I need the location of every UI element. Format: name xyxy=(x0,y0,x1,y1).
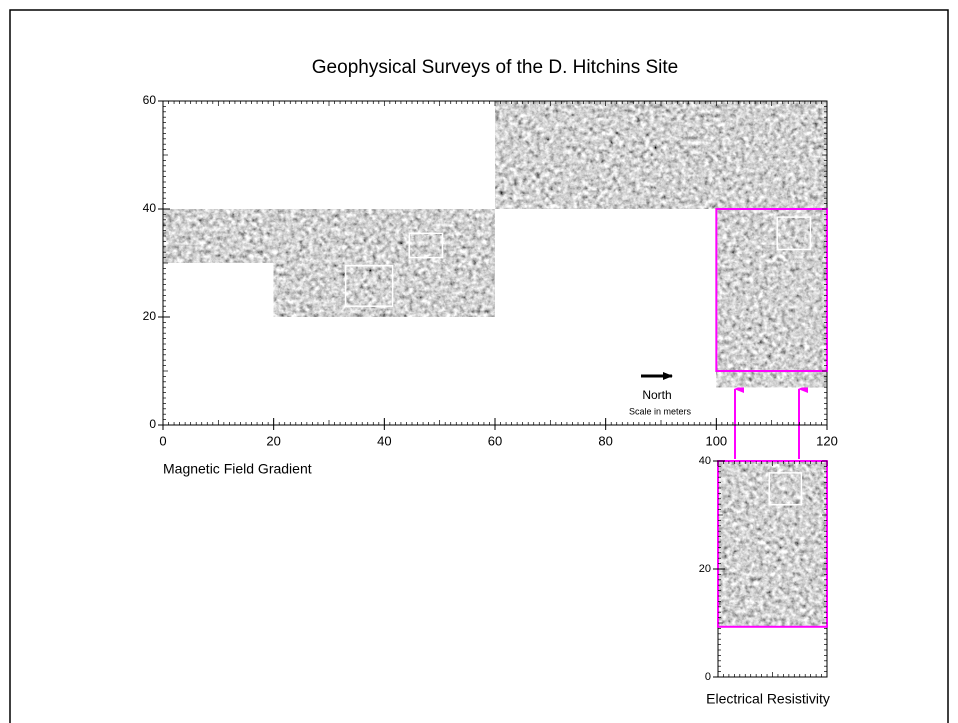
annotation: North xyxy=(642,388,671,402)
y-tick-label: 20 xyxy=(699,563,711,575)
annotation: Scale in meters xyxy=(629,406,692,416)
y-tick-label: 20 xyxy=(143,309,157,323)
x-tick-label: 80 xyxy=(598,433,612,448)
frame xyxy=(9,9,949,723)
x-tick-label: 60 xyxy=(488,433,502,448)
survey-raster xyxy=(716,209,827,388)
y-tick-label: 0 xyxy=(149,417,156,431)
y-tick-label: 60 xyxy=(143,93,157,107)
x-tick-label: 20 xyxy=(266,433,280,448)
x-tick-label: 40 xyxy=(377,433,391,448)
x-tick-label: 120 xyxy=(816,433,838,448)
y-tick-label: 40 xyxy=(699,455,711,467)
survey-raster xyxy=(718,461,827,627)
survey-raster xyxy=(273,209,495,317)
feature-box xyxy=(344,264,394,307)
feature-box xyxy=(768,472,803,506)
y-tick-label: 0 xyxy=(705,671,711,683)
x-axis-label: Electrical Resistivity xyxy=(706,691,830,707)
feature-box xyxy=(776,216,812,251)
survey-raster xyxy=(495,101,827,209)
y-tick-label: 40 xyxy=(143,201,157,215)
survey-raster xyxy=(163,209,274,263)
x-tick-label: 0 xyxy=(159,433,166,448)
feature-box xyxy=(408,232,444,259)
x-axis-label: Magnetic Field Gradient xyxy=(163,461,312,477)
x-tick-label: 100 xyxy=(705,433,727,448)
chart-title: Geophysical Surveys of the D. Hitchins S… xyxy=(312,57,678,78)
